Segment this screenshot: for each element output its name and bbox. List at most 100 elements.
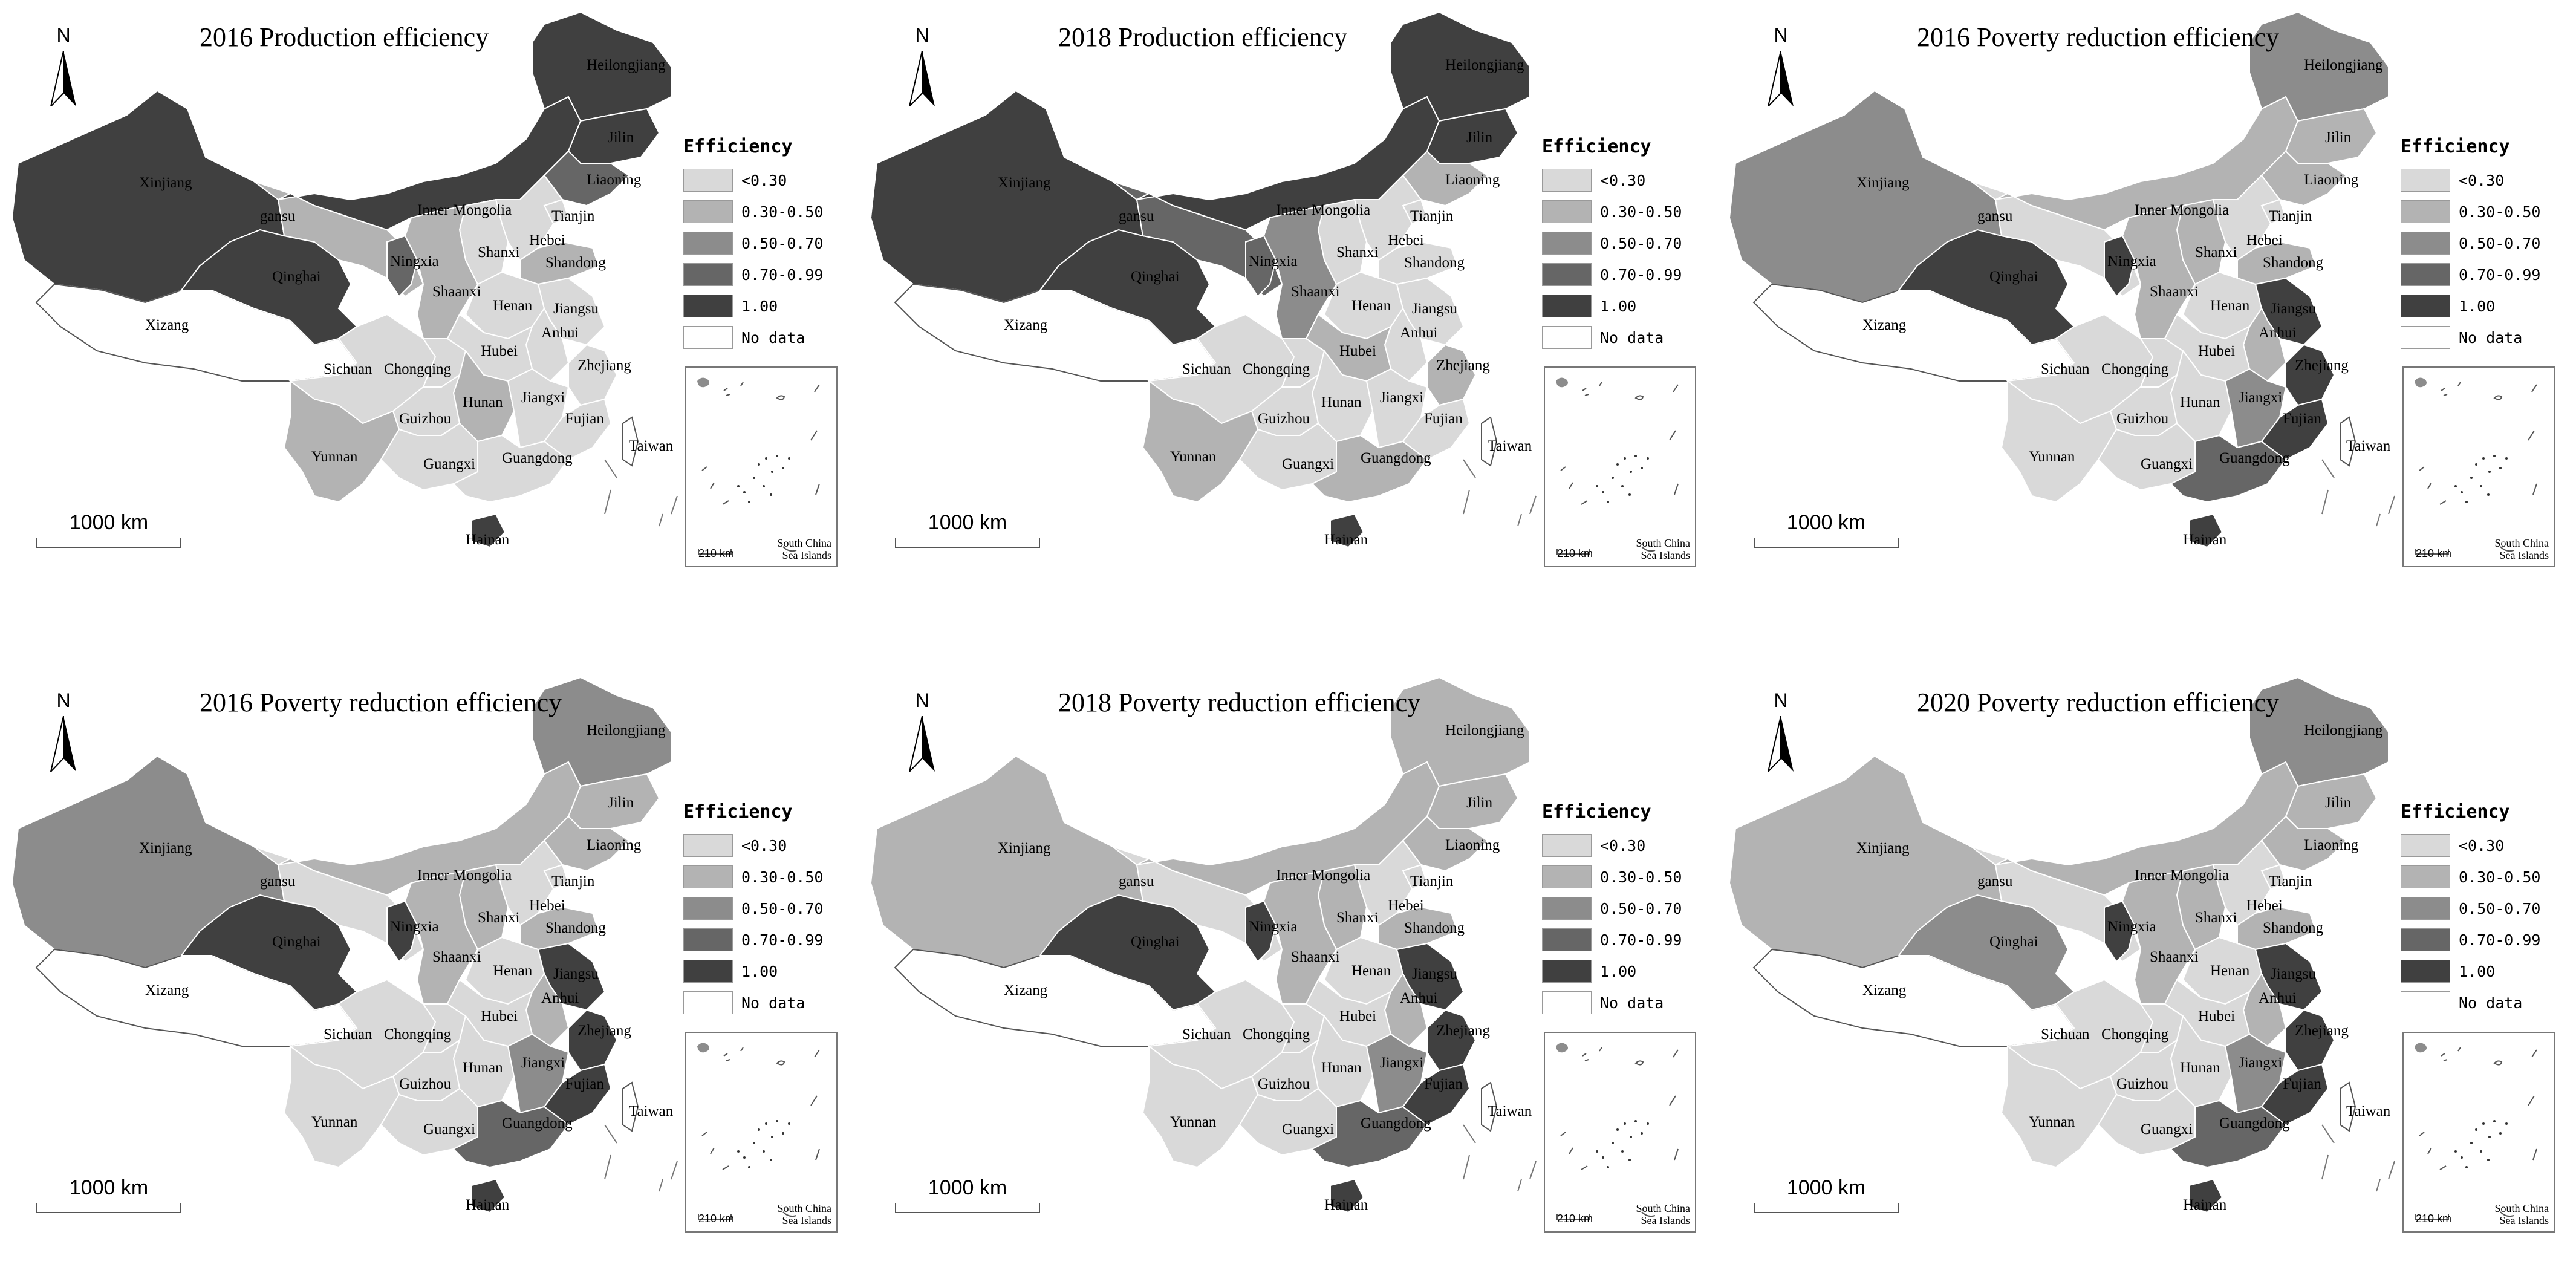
north-label: N — [56, 24, 71, 46]
map-panel-1: Xinjiang Xizang Qinghai gansu Inner Mongolia… — [0, 0, 859, 605]
panel-title: 2018 Production efficiency — [1058, 22, 1348, 52]
province-label-ningxia: Ningxia — [2107, 253, 2156, 270]
province-label-shaanxi: Shaanxi — [1291, 949, 1340, 965]
inset-region-label: South China Sea Islands — [777, 537, 831, 561]
province-label-jiangxi: Jiangxi — [1380, 1055, 1423, 1071]
province-liaoning — [543, 150, 630, 207]
province-label-guizhou: Guizhou — [1258, 411, 1310, 427]
scale-label: 1000 km — [1786, 511, 1866, 534]
map-panel-2: Xinjiang Xizang Qinghai gansu Inner Mongolia… — [859, 0, 1717, 605]
province-label-sichuan: Sichuan — [1182, 361, 1231, 377]
province-label-guangxi: Guangxi — [1282, 1121, 1334, 1138]
legend-label: 0.30-0.50 — [1600, 203, 1682, 221]
province-label-yunnan: Yunnan — [2029, 1114, 2075, 1130]
province-guangdong — [452, 434, 570, 503]
legend-swatch — [2401, 897, 2450, 920]
province-label-nmongol: Inner Mongolia — [417, 867, 512, 884]
province-label-shaanxi: Shaanxi — [1291, 284, 1340, 300]
province-label-taiwan: Taiwan — [629, 438, 674, 454]
province-liaoning — [2260, 150, 2347, 207]
province-label-xizang: Xizang — [1862, 982, 1907, 998]
province-label-hainan: Hainan — [466, 532, 510, 548]
province-label-chongqing: Chongqing — [1243, 361, 1310, 377]
legend-entry: 0.70-0.99 — [683, 259, 859, 290]
province-label-zhejiang: Zhejiang — [1436, 1023, 1490, 1039]
coastline-hint — [604, 459, 678, 527]
province-label-xizang: Xizang — [145, 317, 189, 333]
province-liaoning — [1402, 815, 1489, 872]
province-label-yunnan: Yunnan — [311, 1114, 358, 1130]
legend-entry: 0.30-0.50 — [683, 861, 859, 893]
north-arrow-icon — [1767, 716, 1794, 772]
legend-swatch — [683, 169, 733, 192]
province-guangdong — [1311, 1099, 1428, 1168]
province-label-taiwan: Taiwan — [1488, 1103, 1532, 1119]
province-label-xinjiang: Xinjiang — [1856, 175, 1910, 191]
legend-label: 1.00 — [2459, 962, 2496, 980]
legend-label: 0.70-0.99 — [741, 265, 824, 284]
province-label-gansu: gansu — [1119, 208, 1154, 224]
province-label-shanxi: Shanxi — [1336, 244, 1379, 261]
province-label-anhui: Anhui — [541, 990, 579, 1006]
province-label-shaanxi: Shaanxi — [432, 949, 481, 965]
province-hainan — [471, 1178, 506, 1214]
province-label-guangxi: Guangxi — [2141, 456, 2193, 472]
legend: Efficiency <0.30 0.30-0.50 0.50-0.70 0.70-0… — [2401, 136, 2576, 353]
province-label-hubei: Hubei — [481, 343, 518, 359]
province-label-guizhou: Guizhou — [399, 1076, 452, 1092]
province-qinghai — [1039, 894, 1217, 1011]
legend-entry: No data — [2401, 322, 2576, 353]
legend-label: 0.50-0.70 — [2459, 899, 2541, 917]
inset-label-line2: Sea Islands — [2499, 1214, 2549, 1226]
province-label-liaoning: Liaoning — [1445, 837, 1500, 853]
north-arrow: N — [42, 689, 85, 774]
province-label-sichuan: Sichuan — [1182, 1026, 1231, 1043]
coastline-hint — [2321, 1124, 2395, 1192]
legend-title: Efficiency — [683, 136, 793, 157]
legend-swatch — [1542, 865, 1592, 888]
province-yunnan — [2000, 380, 2118, 503]
islands-sketch — [697, 1043, 820, 1220]
province-label-xizang: Xizang — [145, 982, 189, 998]
province-zhejiang — [1426, 344, 1477, 406]
province-label-qinghai: Qinghai — [1989, 269, 2038, 285]
province-label-xinjiang: Xinjiang — [998, 840, 1051, 856]
province-label-hainan: Hainan — [466, 1197, 510, 1213]
islands-sketch — [1556, 1043, 1679, 1220]
province-label-zhejiang: Zhejiang — [2295, 357, 2349, 374]
legend-entry: 1.00 — [683, 956, 859, 987]
north-arrow: N — [901, 689, 943, 774]
scale-bar: 1000 km — [895, 1176, 1040, 1213]
province-label-liaoning: Liaoning — [2304, 837, 2359, 853]
legend-entry: No data — [1542, 987, 1717, 1018]
province-label-fujian: Fujian — [1424, 1076, 1463, 1092]
province-hainan — [2188, 1178, 2223, 1214]
province-label-heilongjiang: Heilongjiang — [2304, 57, 2383, 73]
legend-label: 1.00 — [741, 297, 778, 315]
province-zhejiang — [2285, 344, 2335, 406]
scale-label: 1000 km — [1786, 1176, 1866, 1199]
province-zhejiang — [2285, 1009, 2335, 1072]
legend-swatch — [2401, 232, 2450, 255]
legend-label: <0.30 — [2459, 836, 2505, 855]
panel-title: 2016 Poverty reduction efficiency — [1917, 22, 2280, 52]
legend-label: 0.70-0.99 — [1600, 265, 1682, 284]
province-label-henan: Henan — [1351, 298, 1391, 314]
province-hainan — [1330, 513, 1365, 549]
legend-entry: 0.30-0.50 — [683, 196, 859, 227]
legend-label: <0.30 — [741, 171, 787, 189]
inset-label-line2: Sea Islands — [1641, 549, 1690, 561]
province-qinghai — [1898, 894, 2075, 1011]
province-label-chongqing: Chongqing — [384, 1026, 452, 1043]
inset-region-label: South China Sea Islands — [1636, 537, 1690, 561]
province-label-ningxia: Ningxia — [390, 253, 439, 270]
province-label-jiangxi: Jiangxi — [1380, 389, 1423, 406]
province-label-hunan: Hunan — [463, 394, 503, 411]
legend-swatch — [2401, 960, 2450, 983]
legend-swatch — [683, 295, 733, 318]
legend-label: 0.70-0.99 — [741, 931, 824, 949]
legend-entry: <0.30 — [683, 830, 859, 861]
province-taiwan — [622, 416, 639, 467]
map-panel-3: Xinjiang Xizang Qinghai gansu Inner Mongolia… — [1717, 0, 2576, 605]
map-panel-4: Xinjiang Xizang Qinghai gansu Inner Mongolia… — [0, 665, 859, 1270]
